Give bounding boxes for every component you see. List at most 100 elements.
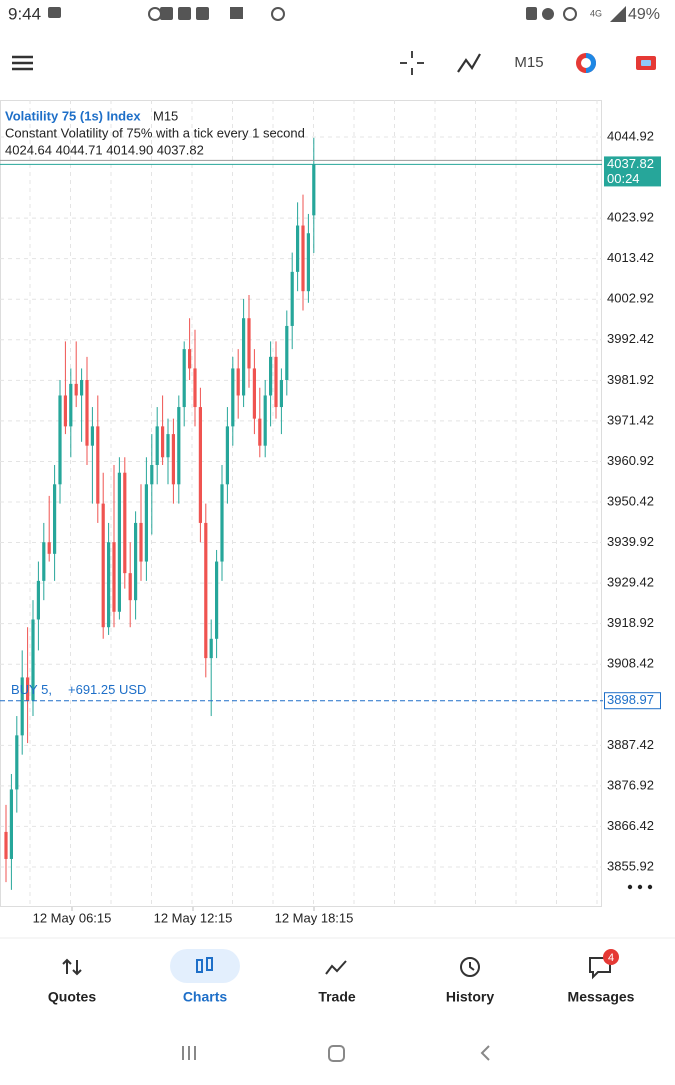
position-price-box: [604, 692, 661, 710]
more-button[interactable]: [627, 884, 653, 890]
y-tick-label: 3981.92: [607, 372, 654, 387]
candle-body: [128, 573, 132, 601]
candle-body: [139, 522, 143, 562]
candle-body: [47, 542, 51, 554]
menu-button[interactable]: [12, 55, 33, 71]
candle-body: [53, 484, 57, 554]
candle-body: [4, 831, 8, 859]
candle-body: [198, 407, 202, 523]
candle-body: [279, 380, 283, 408]
status-icons: [48, 6, 626, 22]
candle-body: [42, 542, 46, 581]
candle-body: [215, 561, 219, 639]
candle-body: [63, 395, 67, 427]
nav-active-pill: [170, 949, 240, 983]
position-price-label: 3898.97: [607, 692, 654, 707]
chart-frame: [0, 100, 602, 907]
candle-body: [177, 407, 181, 485]
trade-button[interactable]: [576, 53, 596, 73]
candle-body: [26, 677, 30, 701]
candle-body: [155, 426, 159, 465]
candle-body: [193, 368, 197, 408]
x-tick-label: 12 May 06:15: [33, 910, 112, 925]
nav-item[interactable]: Quotes: [48, 989, 96, 1005]
last-price-box: [604, 156, 661, 187]
candle-body: [20, 677, 24, 736]
candle-body: [36, 580, 40, 620]
candle-body: [166, 434, 170, 458]
candle-body: [252, 368, 256, 419]
y-tick-label: 4044.92: [607, 128, 654, 143]
y-tick-label: 3950.42: [607, 493, 654, 508]
candle-body: [269, 356, 273, 396]
candle-body: [9, 789, 13, 859]
candle-body: [69, 383, 73, 427]
status-time: 9:44: [8, 4, 41, 23]
y-tick-label: 3855.92: [607, 858, 654, 873]
candle-body: [161, 426, 165, 458]
nav-item[interactable]: History: [446, 989, 494, 1005]
candle-body: [247, 318, 251, 369]
candle-body: [204, 522, 208, 659]
nav-item[interactable]: Trade: [318, 989, 356, 1005]
y-tick-label: 3866.42: [607, 818, 654, 833]
position-profit: +691.25 USD: [68, 682, 146, 697]
candle-body: [90, 426, 94, 446]
status-battery: 49%: [628, 6, 660, 23]
last-price-label: 4037.82: [607, 156, 654, 171]
system-nav: [182, 1045, 490, 1062]
candle-body: [80, 380, 84, 396]
candle-body: [306, 233, 310, 292]
y-tick-label: 3918.92: [607, 615, 654, 630]
timeframe-button[interactable]: M15: [514, 54, 543, 71]
candle-body: [236, 368, 240, 396]
candle-body: [85, 380, 89, 446]
status-network: 4G: [590, 8, 602, 18]
nav-item[interactable]: Charts: [183, 989, 228, 1005]
y-tick-label: 3971.42: [607, 412, 654, 427]
y-tick-label: 4002.92: [607, 291, 654, 306]
candle-body: [290, 271, 294, 326]
nav-badge: [603, 949, 619, 965]
chart-title: Volatility 75 (1s) Index: [5, 108, 141, 123]
candle-body: [150, 464, 154, 485]
candle-body: [117, 472, 121, 612]
y-tick-label: 3929.42: [607, 575, 654, 590]
candle-body: [188, 349, 192, 369]
plot: [0, 136, 603, 890]
candle-body: [112, 542, 116, 612]
nav-item[interactable]: Messages: [568, 989, 635, 1005]
y-tick-label: 3939.92: [607, 534, 654, 549]
candle-body: [225, 426, 229, 485]
y-tick-label: 3876.92: [607, 777, 654, 792]
candle-body: [134, 522, 138, 601]
indicators-button[interactable]: [457, 53, 481, 73]
chart-subtitle: Constant Volatility of 75% with a tick e…: [5, 125, 305, 140]
candle-body: [96, 426, 100, 504]
chart-timeframe: M15: [153, 108, 178, 123]
y-tick-label: 3960.92: [607, 453, 654, 468]
y-tick-label: 3887.42: [607, 737, 654, 752]
candle-body: [220, 484, 224, 562]
candle-body: [296, 225, 300, 272]
candle-body: [58, 395, 62, 485]
nav-badge-text: 4: [608, 952, 614, 964]
crosshair-button[interactable]: [400, 51, 424, 75]
candle-body: [31, 619, 35, 701]
oneclick-button[interactable]: [636, 56, 656, 70]
position-label: BUY 5,: [11, 682, 52, 697]
y-tick-label: 4023.92: [607, 210, 654, 225]
x-tick-label: 12 May 18:15: [275, 910, 354, 925]
candle-body: [123, 472, 127, 574]
candle-body: [258, 418, 262, 446]
candle-body: [74, 383, 78, 396]
candle-body: [144, 484, 148, 562]
candle-body: [101, 503, 105, 628]
nav-bar: Quotes Charts Trade History Messages: [48, 989, 635, 1005]
y-tick-label: 3992.42: [607, 331, 654, 346]
candle-body: [242, 318, 246, 396]
x-tick-label: 12 May 12:15: [154, 910, 233, 925]
candle-body: [263, 395, 267, 446]
